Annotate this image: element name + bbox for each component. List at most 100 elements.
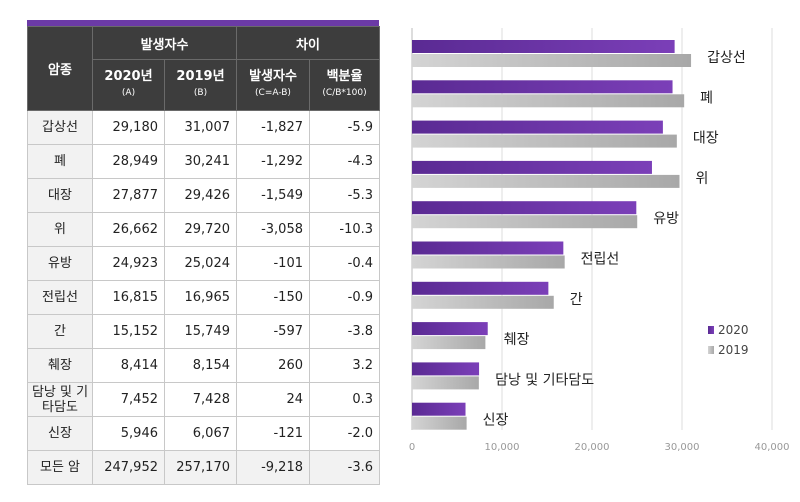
bar-2019 — [412, 295, 554, 309]
bar-2019 — [412, 215, 638, 229]
bar-2020 — [412, 40, 675, 53]
cell-name: 전립선 — [27, 280, 93, 315]
bar-2019 — [412, 416, 467, 430]
cell-y2019: 257,170 — [164, 450, 237, 485]
header-diff-count: 발생자수 (C=A-B) — [236, 59, 310, 111]
table-top-accent — [27, 20, 379, 26]
table-row: 신장 5,946 6,067 -121 -2.0 — [27, 416, 381, 451]
cell-y2020: 5,946 — [92, 416, 165, 451]
cell-pct: -3.6 — [308, 450, 381, 485]
cell-y2019: 29,720 — [164, 212, 237, 247]
table-row: 갑상선 29,180 31,007 -1,827 -5.9 — [27, 110, 381, 145]
cell-y2019: 29,426 — [164, 178, 237, 213]
table-row: 담낭 및 기타담도 7,452 7,428 24 0.3 — [27, 382, 381, 417]
bar-2020 — [412, 80, 673, 94]
cell-y2019: 8,154 — [164, 348, 237, 383]
table-row: 폐 28,949 30,241 -1,292 -4.3 — [27, 144, 381, 179]
table-total-row: 모든 암 247,952 257,170 -9,218 -3.6 — [27, 450, 381, 485]
table-row: 유방 24,923 25,024 -101 -0.4 — [27, 246, 381, 281]
header-occurrence-group: 발생자수 — [92, 26, 237, 60]
cell-name: 갑상선 — [27, 110, 93, 145]
x-tick-label: 10,000 — [485, 442, 520, 453]
header-percent: 백분율 (C/B*100) — [308, 59, 381, 111]
table-row: 대장 27,877 29,426 -1,549 -5.3 — [27, 178, 381, 213]
cell-pct: -10.3 — [308, 212, 381, 247]
header-diff-group: 차이 — [235, 26, 381, 60]
category-label: 신장 — [483, 413, 509, 429]
cell-diff: 260 — [236, 348, 310, 383]
cell-y2020: 7,452 — [92, 382, 165, 417]
cell-name: 위 — [27, 212, 93, 247]
cell-name: 대장 — [27, 178, 93, 213]
cell-diff: -121 — [236, 416, 310, 451]
bar-2020 — [412, 281, 549, 295]
cell-y2020: 29,180 — [92, 110, 165, 145]
cell-y2019: 16,965 — [164, 280, 237, 315]
cell-diff: 24 — [236, 382, 310, 417]
cell-pct: 3.2 — [308, 348, 381, 383]
bar-2019 — [412, 174, 680, 188]
table-row: 췌장 8,414 8,154 260 3.2 — [27, 348, 381, 383]
category-label: 위 — [695, 171, 708, 187]
category-label: 폐 — [700, 90, 713, 106]
bar-2019 — [412, 134, 677, 148]
table-row: 전립선 16,815 16,965 -150 -0.9 — [27, 280, 381, 315]
cell-y2020: 247,952 — [92, 450, 165, 485]
x-tick-label: 0 — [409, 442, 415, 453]
category-label: 담낭 및 기타담도 — [495, 372, 594, 388]
x-tick-label: 20,000 — [575, 442, 610, 453]
cell-pct: -5.3 — [308, 178, 381, 213]
category-label: 갑상선 — [707, 50, 746, 66]
cell-pct: -4.3 — [308, 144, 381, 179]
cell-diff: -1,292 — [236, 144, 310, 179]
cell-diff: -101 — [236, 246, 310, 281]
cell-diff: -150 — [236, 280, 310, 315]
cell-name: 모든 암 — [27, 450, 93, 485]
bar-2020 — [412, 322, 488, 336]
category-label: 대장 — [693, 131, 719, 147]
cell-y2020: 26,662 — [92, 212, 165, 247]
cell-diff: -9,218 — [236, 450, 310, 485]
cell-y2019: 6,067 — [164, 416, 237, 451]
cell-y2020: 16,815 — [92, 280, 165, 315]
cell-name: 담낭 및 기타담도 — [27, 382, 93, 417]
cell-name: 간 — [27, 314, 93, 349]
cell-y2020: 27,877 — [92, 178, 165, 213]
bar-2020 — [412, 402, 466, 416]
cell-y2019: 30,241 — [164, 144, 237, 179]
cell-name: 유방 — [27, 246, 93, 281]
category-label: 유방 — [653, 211, 679, 227]
legend-label-2019: 2019 — [718, 343, 749, 357]
cell-y2019: 15,749 — [164, 314, 237, 349]
incidence-table: 암종 발생자수 차이 2020년 (A) 2019년 (B) 발생자수 (C=A-B)… — [27, 20, 381, 485]
x-tick-label: 30,000 — [665, 442, 700, 453]
bar-2019 — [412, 54, 692, 67]
legend-swatch-2020 — [708, 326, 714, 334]
bar-2020 — [412, 201, 637, 215]
bar-2020 — [412, 120, 663, 134]
cell-pct: -0.4 — [308, 246, 381, 281]
cell-y2020: 24,923 — [92, 246, 165, 281]
cell-pct: -2.0 — [308, 416, 381, 451]
cell-diff: -1,549 — [236, 178, 310, 213]
bar-2020 — [412, 160, 652, 174]
cell-name: 췌장 — [27, 348, 93, 383]
category-label: 간 — [570, 292, 583, 308]
table-row: 간 15,152 15,749 -597 -3.8 — [27, 314, 381, 349]
cell-pct: -3.8 — [308, 314, 381, 349]
legend-label-2020: 2020 — [718, 323, 749, 337]
category-label: 전립선 — [581, 252, 620, 268]
cell-y2019: 7,428 — [164, 382, 237, 417]
bar-2020 — [412, 362, 480, 376]
x-tick-label: 40,000 — [755, 442, 790, 453]
cell-name: 신장 — [27, 416, 93, 451]
cell-y2020: 8,414 — [92, 348, 165, 383]
cell-diff: -3,058 — [236, 212, 310, 247]
cell-diff: -597 — [236, 314, 310, 349]
cell-diff: -1,827 — [236, 110, 310, 145]
table-row: 위 26,662 29,720 -3,058 -10.3 — [27, 212, 381, 247]
bar-2020 — [412, 241, 564, 255]
cell-y2019: 25,024 — [164, 246, 237, 281]
cell-pct: 0.3 — [308, 382, 381, 417]
